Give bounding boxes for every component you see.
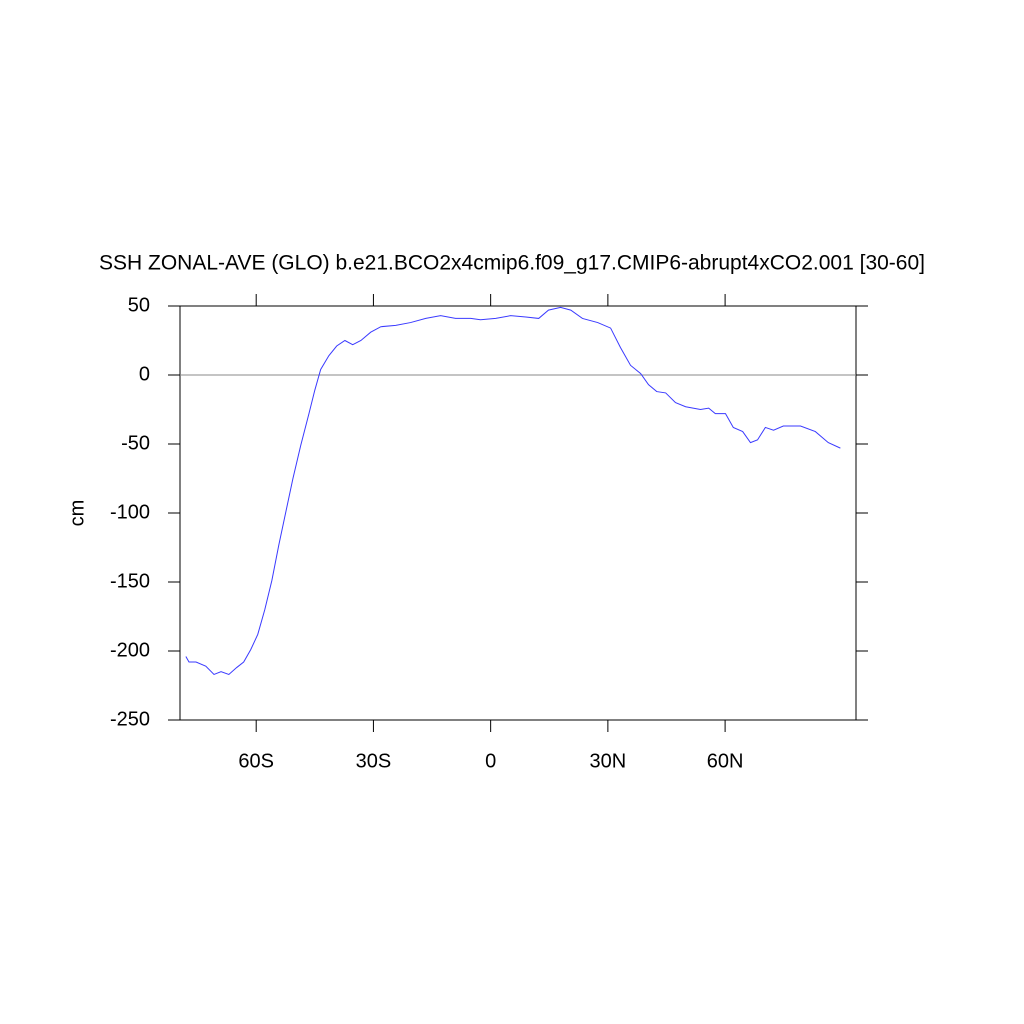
- y-tick-label: -250: [110, 708, 150, 730]
- y-tick-label: 50: [128, 294, 150, 316]
- x-tick-label: 60N: [707, 750, 744, 772]
- y-tick-label: -100: [110, 501, 150, 523]
- x-tick-label: 30N: [590, 750, 627, 772]
- y-tick-label: 0: [139, 363, 150, 385]
- x-tick-label: 60S: [238, 750, 274, 772]
- x-tick-label: 0: [485, 750, 496, 772]
- y-axis-label: cm: [66, 500, 88, 527]
- y-tick-label: -150: [110, 570, 150, 592]
- y-tick-label: -50: [121, 432, 150, 454]
- x-tick-label: 30S: [356, 750, 392, 772]
- plot-frame: [179, 305, 857, 721]
- data-line: [185, 306, 841, 676]
- y-tick-label: -200: [110, 639, 150, 661]
- chart-title: SSH ZONAL-AVE (GLO) b.e21.BCO2x4cmip6.f0…: [99, 252, 925, 275]
